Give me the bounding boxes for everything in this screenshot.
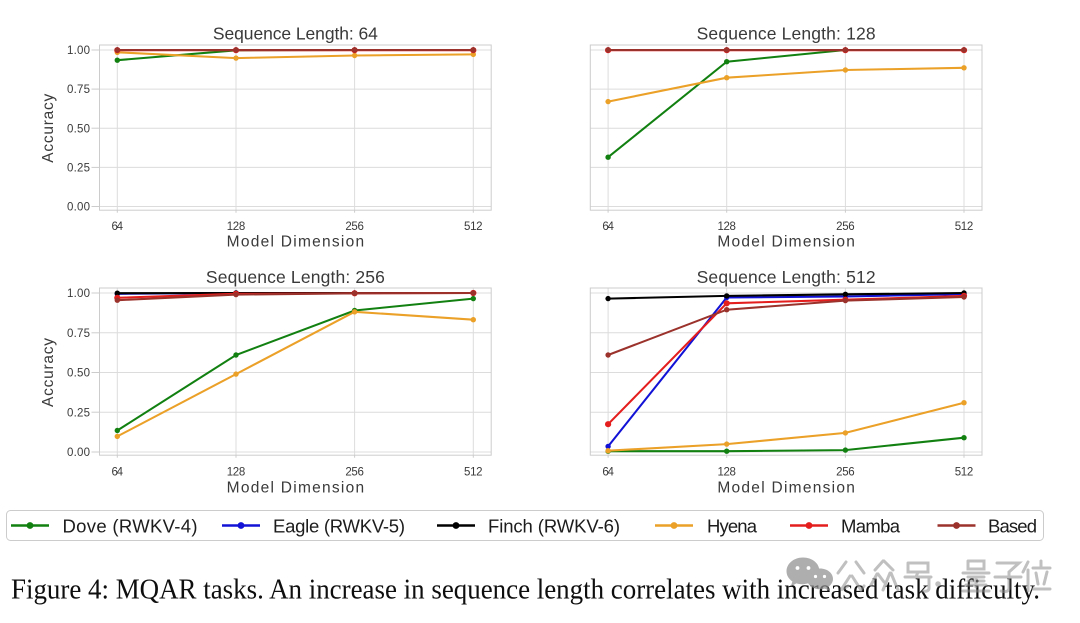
svg-text:Sequence Length: 64: Sequence Length: 64 (213, 24, 378, 44)
svg-text:Sequence Length: 128: Sequence Length: 128 (697, 24, 876, 44)
svg-text:1.00: 1.00 (67, 288, 90, 300)
svg-text:256: 256 (836, 467, 855, 479)
svg-text:Accuracy: Accuracy (40, 338, 57, 407)
svg-text:256: 256 (345, 221, 364, 233)
svg-text:Sequence Length: 512: Sequence Length: 512 (697, 267, 876, 287)
svg-text:64: 64 (112, 467, 124, 479)
svg-text:Eagle (RWKV-5): Eagle (RWKV-5) (273, 516, 405, 537)
svg-text:0.75: 0.75 (67, 84, 90, 96)
svg-text:128: 128 (227, 467, 246, 479)
svg-text:512: 512 (464, 467, 483, 479)
svg-text:256: 256 (345, 467, 364, 479)
svg-text:512: 512 (955, 467, 974, 479)
svg-text:Finch (RWKV-6): Finch (RWKV-6) (488, 516, 620, 537)
svg-text:128: 128 (717, 467, 736, 479)
svg-text:0.75: 0.75 (67, 328, 90, 340)
svg-text:64: 64 (602, 221, 614, 233)
svg-text:Model Dimension: Model Dimension (227, 480, 365, 497)
svg-text:Accuracy: Accuracy (40, 93, 57, 162)
svg-text:Sequence Length: 256: Sequence Length: 256 (206, 267, 385, 287)
svg-text:256: 256 (836, 221, 855, 233)
svg-text:Hyena: Hyena (707, 516, 758, 537)
svg-text:Based: Based (988, 516, 1037, 537)
svg-text:Model Dimension: Model Dimension (717, 233, 855, 250)
svg-text:Mamba: Mamba (841, 516, 901, 537)
svg-text:0.25: 0.25 (67, 407, 90, 419)
svg-text:128: 128 (227, 221, 246, 233)
svg-text:Model Dimension: Model Dimension (227, 233, 365, 250)
svg-text:0.50: 0.50 (67, 368, 90, 380)
svg-text:1.00: 1.00 (67, 45, 90, 57)
svg-text:0.25: 0.25 (67, 163, 90, 175)
svg-text:64: 64 (112, 221, 124, 233)
svg-text:512: 512 (464, 221, 483, 233)
svg-text:512: 512 (955, 221, 974, 233)
svg-text:64: 64 (602, 467, 614, 479)
svg-text:Model Dimension: Model Dimension (717, 480, 855, 497)
svg-text:0.00: 0.00 (67, 202, 90, 214)
svg-text:0.50: 0.50 (67, 123, 90, 135)
svg-text:Dove (RWKV-4): Dove (RWKV-4) (63, 516, 198, 537)
svg-text:Figure 4: MQAR tasks. An incre: Figure 4: MQAR tasks. An increase in seq… (11, 573, 1040, 605)
svg-text:0.00: 0.00 (67, 447, 90, 459)
svg-text:128: 128 (717, 221, 736, 233)
